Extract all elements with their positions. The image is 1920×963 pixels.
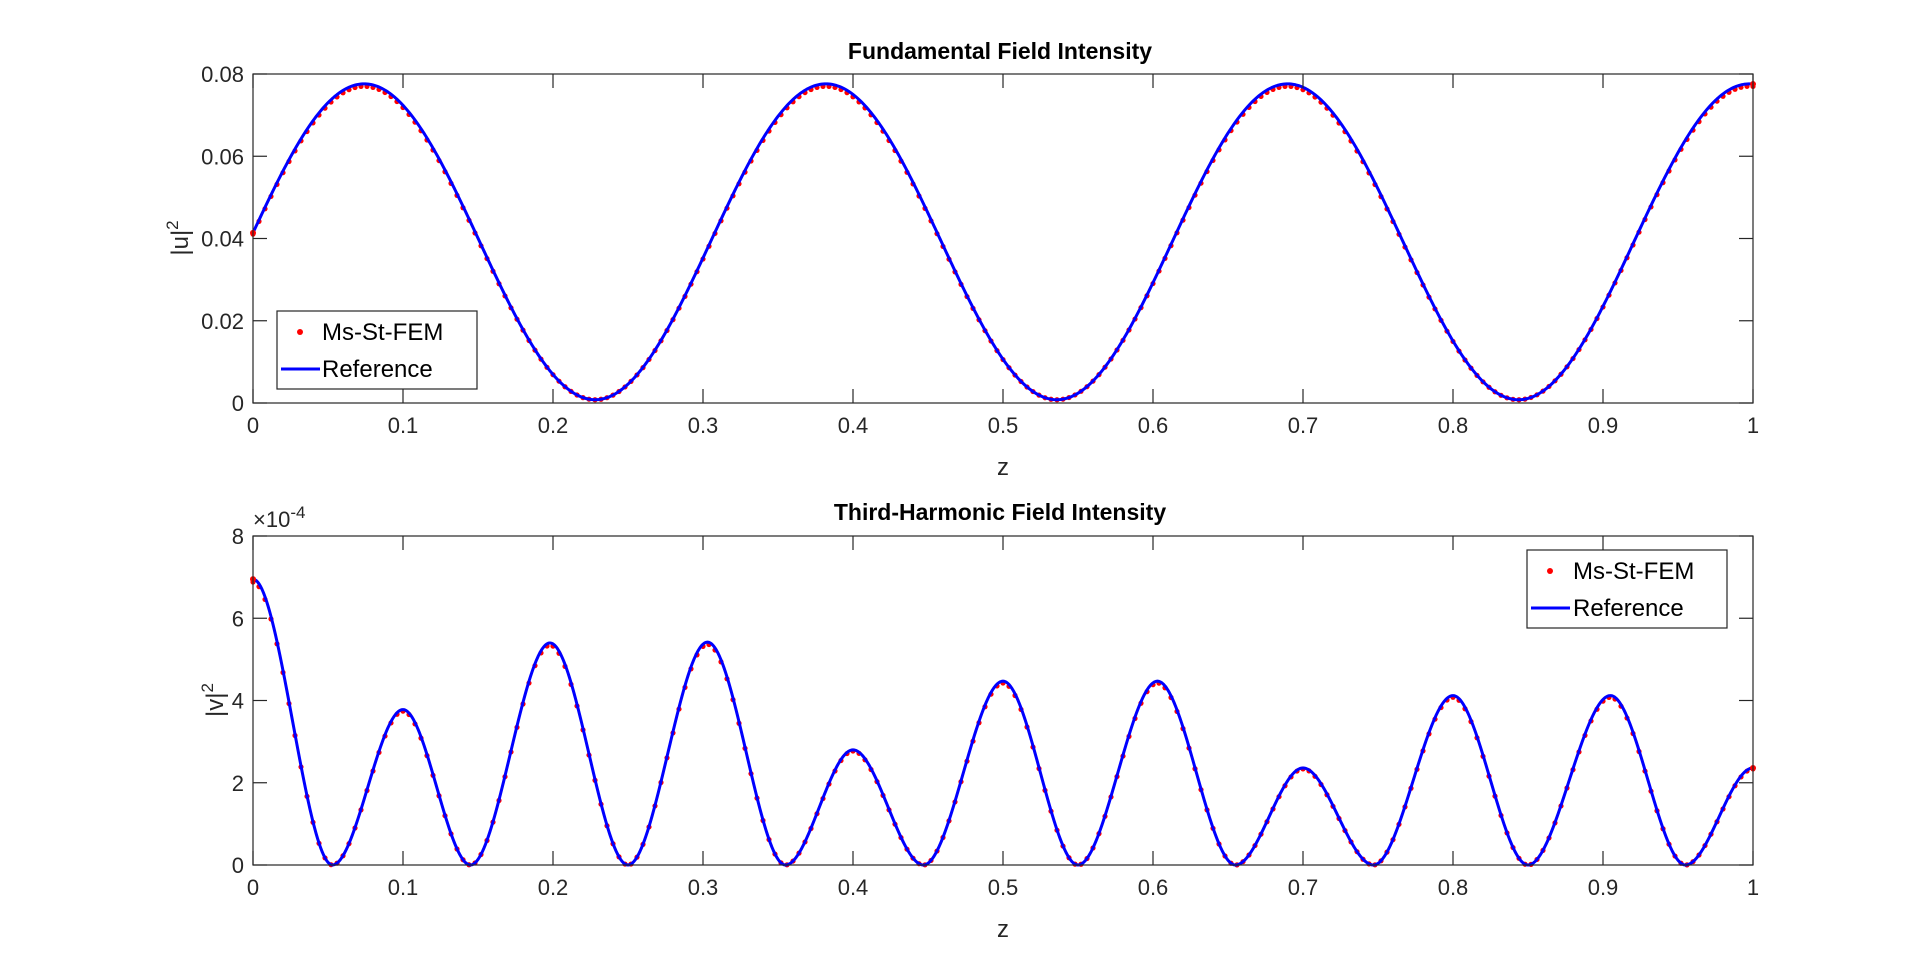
fundamental-legend-marker-ms-st-fem bbox=[297, 329, 303, 335]
fundamental-x-tick-label: 0.9 bbox=[1588, 413, 1619, 438]
third-harmonic-x-tick-label: 0.5 bbox=[988, 875, 1019, 900]
fundamental-y-ticks: 0 0.02 0.04 0.06 0.08 bbox=[201, 62, 1753, 416]
fundamental-x-tick-label: 0.3 bbox=[688, 413, 719, 438]
fundamental-intensity-axes: Fundamental Field Intensity 0 0.1 0.2 0.3 0.… bbox=[163, 38, 1759, 481]
fundamental-x-tick-label: 0.6 bbox=[1138, 413, 1169, 438]
third-harmonic-y-tick-label: 4 bbox=[232, 689, 244, 714]
fundamental-x-tick-label: 0.1 bbox=[388, 413, 419, 438]
third-harmonic-legend-label-ms-st-fem: Ms-St-FEM bbox=[1573, 558, 1694, 585]
fundamental-y-tick-label: 0.08 bbox=[201, 62, 244, 87]
third-harmonic-x-tick-label: 1 bbox=[1747, 875, 1759, 900]
third-harmonic-plot-area bbox=[250, 576, 1756, 868]
third-harmonic-x-tick-label: 0.4 bbox=[838, 875, 869, 900]
third-harmonic-x-tick-label: 0.7 bbox=[1288, 875, 1319, 900]
fundamental-x-tick-label: 0.4 bbox=[838, 413, 869, 438]
third-harmonic-x-tick-label: 0.2 bbox=[538, 875, 569, 900]
fundamental-x-ticks: 0 0.1 0.2 0.3 0.4 0.5 0.6 0.7 0.8 0.9 1 bbox=[247, 74, 1759, 438]
fundamental-y-tick-label: 0.02 bbox=[201, 309, 244, 334]
fundamental-legend-box bbox=[276, 310, 478, 390]
third-harmonic-y-axis-label: |v|2 bbox=[198, 683, 229, 717]
fundamental-legend: Ms-St-FEM Reference bbox=[276, 310, 478, 390]
fundamental-y-axis-label-base: |u| bbox=[167, 230, 194, 256]
third-harmonic-legend-marker-ms-st-fem bbox=[1547, 568, 1553, 574]
third-harmonic-x-tick-label: 0.1 bbox=[388, 875, 419, 900]
third-harmonic-y-axis-label-base: |v| bbox=[202, 693, 229, 717]
third-harmonic-x-axis-label: z bbox=[997, 916, 1009, 943]
third-harmonic-chart-title: Third-Harmonic Field Intensity bbox=[834, 499, 1166, 525]
third-harmonic-y-ticks: 0 2 4 6 8 bbox=[232, 524, 1753, 878]
fundamental-y-axis-label-superscript: 2 bbox=[163, 220, 182, 229]
third-harmonic-y-scale-factor: ×10-4 bbox=[253, 503, 305, 532]
third-harmonic-x-tick-label: 0.3 bbox=[688, 875, 719, 900]
third-harmonic-y-tick-label: 2 bbox=[232, 771, 244, 796]
fundamental-x-tick-label: 0.5 bbox=[988, 413, 1019, 438]
fundamental-x-tick-label: 1 bbox=[1747, 413, 1759, 438]
third-harmonic-x-ticks: 0 0.1 0.2 0.3 0.4 0.5 0.6 0.7 0.8 0.9 1 bbox=[247, 536, 1759, 900]
third-harmonic-y-tick-label: 6 bbox=[232, 606, 244, 631]
fundamental-plot-area bbox=[250, 81, 1756, 403]
fundamental-series-reference-line bbox=[251, 82, 1754, 402]
third-harmonic-x-tick-label: 0 bbox=[247, 875, 259, 900]
third-harmonic-x-tick-label: 0.9 bbox=[1588, 875, 1619, 900]
fundamental-x-axis-label: z bbox=[997, 454, 1009, 481]
third-harmonic-series-reference-line bbox=[252, 577, 1754, 867]
third-harmonic-legend: Ms-St-FEM Reference bbox=[1526, 549, 1728, 629]
fundamental-x-tick-label: 0.8 bbox=[1438, 413, 1469, 438]
fundamental-y-axis-label: |u|2 bbox=[163, 220, 194, 255]
fundamental-y-tick-label: 0.04 bbox=[201, 227, 244, 252]
third-harmonic-x-tick-label: 0.8 bbox=[1438, 875, 1469, 900]
third-harmonic-legend-box bbox=[1526, 549, 1728, 629]
third-harmonic-intensity-axes: Third-Harmonic Field Intensity 0 0.1 0.2 0.… bbox=[198, 499, 1759, 943]
fundamental-x-tick-label: 0 bbox=[247, 413, 259, 438]
third-harmonic-y-tick-label: 0 bbox=[232, 853, 244, 878]
third-harmonic-scale-factor-exponent: -4 bbox=[290, 503, 305, 522]
fundamental-y-tick-label: 0 bbox=[232, 391, 244, 416]
fundamental-chart-title: Fundamental Field Intensity bbox=[848, 38, 1152, 64]
fundamental-x-tick-label: 0.7 bbox=[1288, 413, 1319, 438]
third-harmonic-x-tick-label: 0.6 bbox=[1138, 875, 1169, 900]
third-harmonic-scale-factor-base: ×10 bbox=[253, 507, 290, 532]
third-harmonic-legend-label-reference: Reference bbox=[1573, 595, 1684, 622]
fundamental-legend-label-reference: Reference bbox=[322, 356, 433, 383]
third-harmonic-y-axis-label-superscript: 2 bbox=[198, 683, 217, 692]
fundamental-y-tick-label: 0.06 bbox=[201, 144, 244, 169]
third-harmonic-y-tick-label: 8 bbox=[232, 524, 244, 549]
fundamental-legend-label-ms-st-fem: Ms-St-FEM bbox=[322, 319, 443, 346]
fundamental-x-tick-label: 0.2 bbox=[538, 413, 569, 438]
